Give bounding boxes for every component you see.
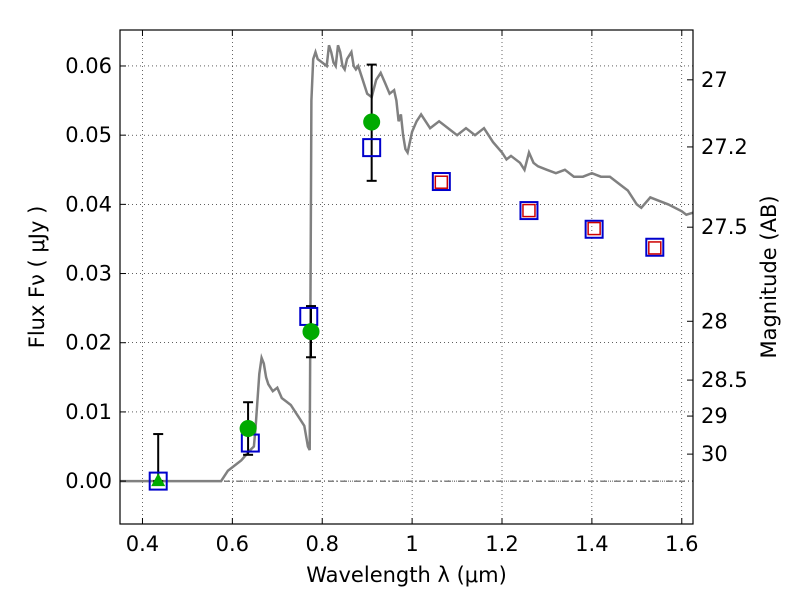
magnitude-tick-label: 30 bbox=[701, 442, 728, 466]
magnitude-tick-label: 27 bbox=[701, 68, 728, 92]
magnitude-tick-label: 29 bbox=[701, 404, 728, 428]
magnitude-tick-label: 28 bbox=[701, 309, 728, 333]
x-tick-label: 0.4 bbox=[126, 532, 159, 556]
grid-lines bbox=[120, 30, 693, 524]
open-square-marker bbox=[648, 241, 662, 255]
y-tick-labels: 0.00 0.01 0.02 0.03 0.04 0.05 0.06 bbox=[65, 54, 112, 493]
y-axis-label: Flux Fν ( μJy ) bbox=[25, 206, 49, 349]
x-axis-label: Wavelength λ (μm) bbox=[306, 563, 507, 587]
open-square-marker bbox=[645, 237, 665, 257]
model-sed-line bbox=[120, 44, 694, 483]
magnitude-tick-label: 27.2 bbox=[701, 135, 748, 159]
y-tick-label: 0.06 bbox=[65, 54, 112, 78]
y-tick-label: 0.01 bbox=[65, 400, 112, 424]
x-tick-label: 1.6 bbox=[665, 532, 698, 556]
plot-area bbox=[120, 44, 694, 491]
photometry-markers bbox=[148, 113, 665, 491]
magnitude-axis-label: Magnitude (AB) bbox=[757, 195, 781, 358]
x-tick-label: 1.4 bbox=[575, 532, 608, 556]
open-square-marker bbox=[584, 219, 604, 239]
magnitude-tick-labels: 27 27.2 27.5 28 28.5 29 30 bbox=[701, 68, 748, 466]
open-square-marker bbox=[522, 203, 536, 218]
x-tick-label: 1 bbox=[405, 532, 418, 556]
filled-circle-marker bbox=[239, 420, 257, 438]
filled-circle-marker bbox=[363, 113, 381, 131]
open-square-marker bbox=[362, 138, 382, 158]
plot-frame bbox=[119, 29, 694, 525]
filled-circle-marker bbox=[302, 323, 320, 341]
y-tick-label: 0.02 bbox=[65, 331, 112, 355]
x-tick-label: 1.2 bbox=[485, 532, 518, 556]
magnitude-tick-label: 27.5 bbox=[701, 215, 748, 239]
open-square-marker bbox=[148, 471, 168, 491]
y-tick-label: 0.04 bbox=[65, 192, 112, 216]
x-tick-label: 0.6 bbox=[216, 532, 249, 556]
y-tick-label: 0.05 bbox=[65, 123, 112, 147]
open-square-marker bbox=[299, 306, 319, 326]
error-bars bbox=[153, 63, 377, 483]
open-square-marker bbox=[431, 172, 451, 192]
x-tick-label: 0.8 bbox=[306, 532, 339, 556]
y-tick-label: 0.00 bbox=[65, 469, 112, 493]
filled-triangle-marker bbox=[151, 473, 166, 487]
x-tick-labels: 0.4 0.6 0.8 1 1.2 1.4 1.6 bbox=[126, 532, 699, 556]
open-square-marker bbox=[434, 175, 449, 189]
y-tick-label: 0.03 bbox=[65, 262, 112, 286]
axis-ticks bbox=[120, 30, 693, 524]
open-square-marker bbox=[519, 201, 539, 221]
magnitude-tick-label: 28.5 bbox=[701, 368, 748, 392]
open-square-marker bbox=[587, 221, 601, 236]
